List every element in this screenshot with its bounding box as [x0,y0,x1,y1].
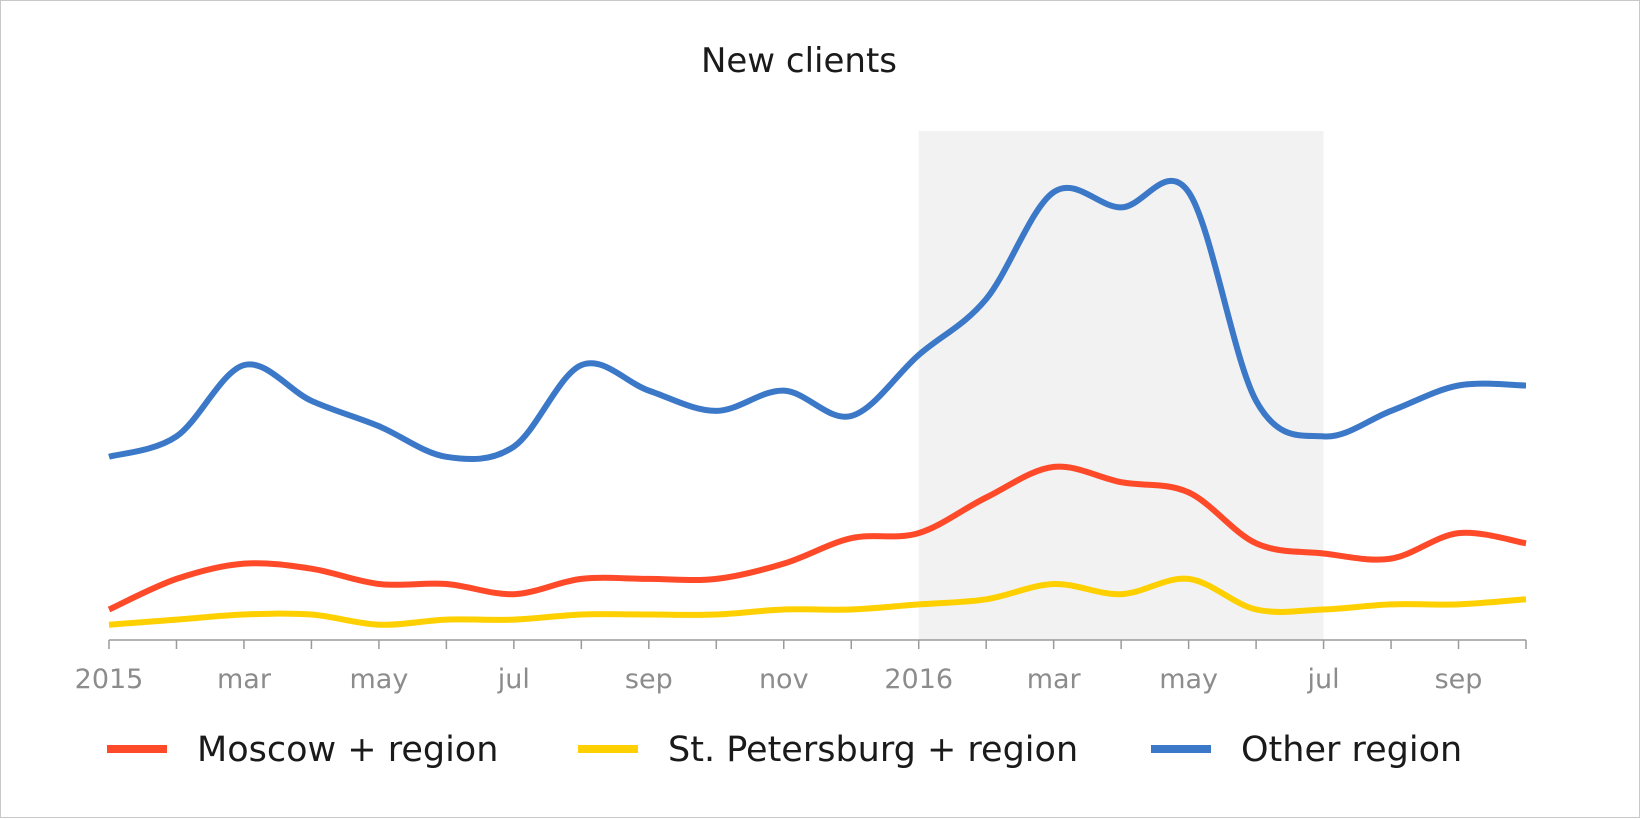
series-line-st-petersburg-region [108,575,1527,628]
x-tick-label: mar [217,664,272,695]
legend-item: Other region [1151,730,1462,770]
legend-label: St. Petersburg + region [668,730,1078,770]
legend-item: St. Petersburg + region [578,730,1078,770]
legend: Moscow + region St. Petersburg + region Ot… [107,730,1462,770]
x-tick-label: mar [1027,664,1082,695]
x-tick-label: 2015 [75,664,144,695]
highlight-band [918,131,1324,640]
x-tick-label: may [1159,664,1218,695]
x-tick-label: nov [759,664,809,695]
series-line-other-region [108,177,1527,463]
x-axis-ticks: 2015 mar may jul sep nov 2016 mar may jul sep [75,640,1527,695]
x-tick-label: 2016 [884,664,953,695]
legend-item: Moscow + region [107,730,498,770]
legend-label: Moscow + region [197,730,498,770]
series-line-moscow-region [107,463,1527,613]
chart-title: New clients [701,41,897,81]
x-tick-label: jul [497,664,530,695]
series-layer [107,177,1527,628]
x-tick-label: sep [625,664,673,695]
legend-label: Other region [1241,730,1462,770]
x-tick-label: jul [1307,664,1340,695]
x-tick-label: may [349,664,408,695]
x-tick-label: sep [1435,664,1483,695]
